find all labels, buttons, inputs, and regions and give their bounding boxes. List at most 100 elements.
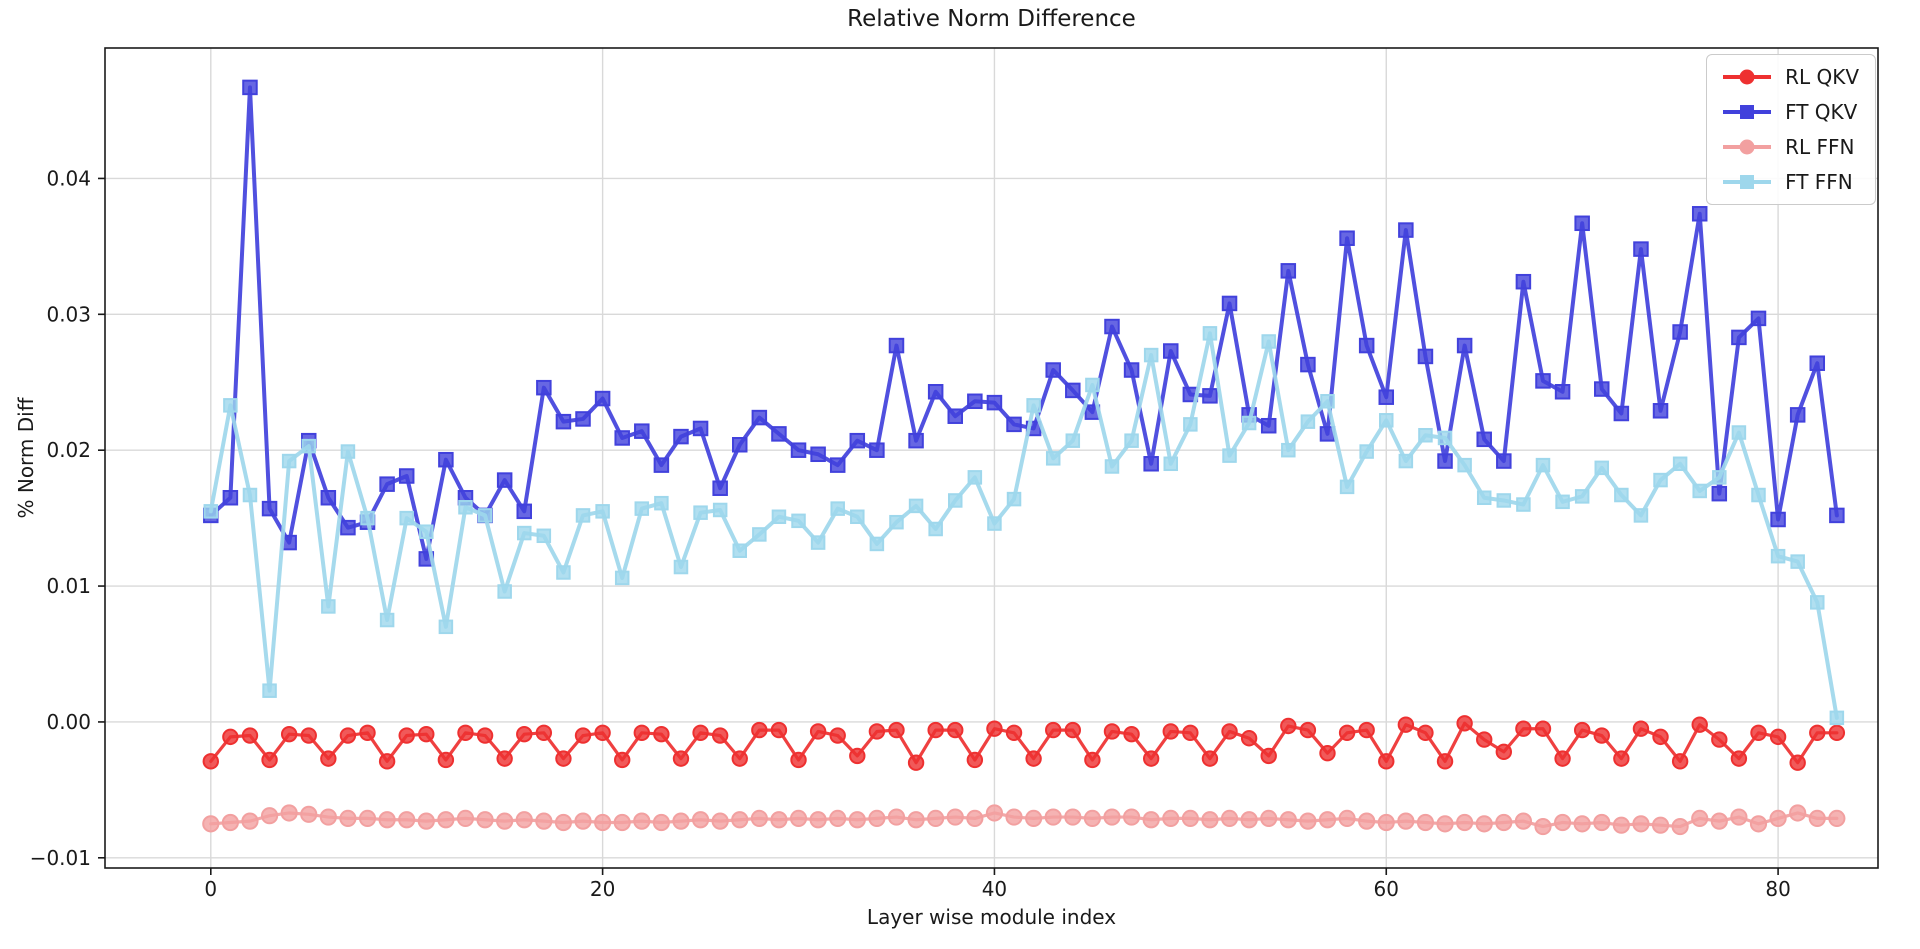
x-axis-label: Layer wise module index <box>866 905 1117 929</box>
data-point <box>691 811 710 829</box>
plot-frame <box>104 47 1879 869</box>
data-point <box>1711 731 1728 748</box>
data-point <box>1769 728 1787 746</box>
data-point <box>515 811 533 829</box>
data-point <box>987 516 1002 531</box>
legend: RL QKV FT QKV RL FFN FT FFN <box>1706 54 1876 205</box>
data-point <box>1770 511 1786 528</box>
data-point <box>1260 809 1278 828</box>
data-point <box>1475 815 1493 833</box>
y-tick-label: 0.00 <box>46 710 91 734</box>
data-point <box>1162 809 1180 828</box>
data-point <box>1085 377 1100 393</box>
data-point <box>946 808 964 826</box>
data-point <box>1123 725 1140 743</box>
data-point <box>456 809 475 828</box>
data-point <box>1201 750 1219 767</box>
data-point <box>359 724 376 742</box>
y-tick-label: 0.04 <box>46 166 91 190</box>
data-point <box>1005 724 1023 742</box>
data-point <box>280 725 298 743</box>
data-point <box>809 723 827 740</box>
data-point <box>457 724 474 742</box>
data-point <box>1672 324 1688 340</box>
data-point <box>1594 460 1610 476</box>
x-tick-label: 0 <box>204 877 217 901</box>
data-point <box>1633 508 1649 523</box>
data-point <box>848 811 866 829</box>
data-point <box>300 727 317 744</box>
data-point <box>1084 751 1101 769</box>
data-point <box>614 430 630 446</box>
data-point <box>1377 813 1395 832</box>
ft-qkv-line-marker-icon <box>1723 102 1772 122</box>
data-point <box>281 453 297 469</box>
data-point <box>927 384 944 400</box>
y-axis-label: % Norm Diff <box>14 397 38 519</box>
data-point <box>1358 337 1375 354</box>
data-point <box>732 543 748 558</box>
data-point <box>1652 728 1669 746</box>
data-point <box>1534 720 1552 737</box>
data-point <box>1142 811 1160 829</box>
data-point <box>1163 343 1179 359</box>
data-point <box>1573 815 1591 833</box>
data-point <box>1436 815 1454 833</box>
data-point <box>907 754 925 771</box>
data-point <box>1476 731 1493 748</box>
data-point <box>516 725 533 743</box>
data-point <box>731 811 749 829</box>
data-point <box>614 751 631 769</box>
data-point <box>1299 812 1317 830</box>
data-point <box>1064 721 1082 739</box>
data-point <box>1398 222 1414 238</box>
data-point <box>887 808 906 826</box>
data-point <box>476 727 494 744</box>
data-point <box>1593 813 1611 832</box>
data-point <box>1379 413 1394 428</box>
data-point <box>1809 355 1826 371</box>
data-point <box>261 500 278 517</box>
data-point <box>1456 813 1474 832</box>
legend-label: RL FFN <box>1785 135 1855 159</box>
data-point <box>809 811 827 829</box>
data-point <box>693 505 708 520</box>
data-point <box>712 480 728 496</box>
data-point <box>1201 811 1219 829</box>
data-point <box>280 804 298 822</box>
chart-title: Relative Norm Difference <box>847 6 1136 32</box>
data-point <box>516 503 533 520</box>
data-point <box>202 753 219 770</box>
legend-label: FT FFN <box>1785 170 1853 194</box>
data-point <box>966 751 984 769</box>
data-point <box>1142 750 1160 767</box>
data-point <box>554 813 573 832</box>
data-point <box>1320 394 1335 409</box>
y-tick-label: 0.03 <box>46 302 91 326</box>
data-point <box>1809 724 1826 742</box>
data-point <box>770 811 788 829</box>
data-point <box>555 413 572 430</box>
data-point <box>1065 433 1081 448</box>
data-point <box>378 753 396 770</box>
data-point <box>1613 750 1630 767</box>
data-point <box>1162 723 1179 740</box>
data-point <box>1279 811 1297 829</box>
data-point <box>1614 487 1629 503</box>
data-point <box>1573 721 1591 739</box>
data-point <box>791 513 806 529</box>
data-point <box>790 751 807 769</box>
data-point <box>712 502 728 518</box>
data-point <box>1515 273 1532 290</box>
data-point <box>1103 808 1121 826</box>
data-point <box>1260 747 1277 765</box>
data-point <box>261 751 278 769</box>
data-point <box>654 495 669 511</box>
data-point <box>907 811 925 829</box>
data-point <box>1398 453 1414 469</box>
data-point <box>1495 743 1513 761</box>
data-point <box>242 79 258 96</box>
data-point <box>888 721 905 739</box>
data-point <box>1456 337 1473 354</box>
data-point <box>653 725 670 743</box>
